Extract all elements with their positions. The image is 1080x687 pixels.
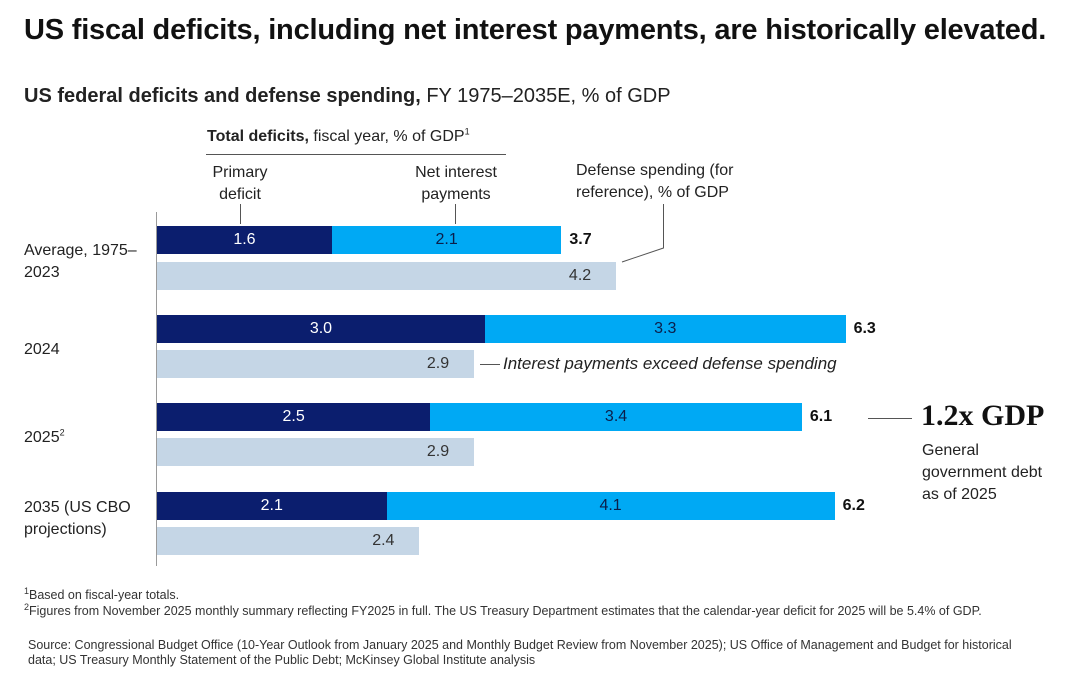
legend-interest-label: Net interest payments <box>415 164 497 203</box>
chart-subtitle: US federal deficits and defense spending… <box>24 85 671 108</box>
footnote-2-sup: 2 <box>24 601 30 612</box>
legend-header-bold: Total deficits, <box>207 128 309 145</box>
total-deficit-label-2025: 6.1 <box>809 408 833 425</box>
footnote-2: 2Figures from November 2025 monthly summ… <box>24 601 1054 619</box>
chart-title: US fiscal deficits, including net intere… <box>24 14 1047 46</box>
legend-defense-leader <box>621 204 664 263</box>
total-deficit-label-2035: 6.2 <box>842 497 865 514</box>
primary-deficit-bar-2024-label: 3.0 <box>309 320 333 337</box>
total-deficit-label-average: 3.7 <box>569 231 592 248</box>
net-interest-bar-2035-label: 4.1 <box>599 497 622 514</box>
total-deficit-label-2024: 6.3 <box>853 320 876 337</box>
footnote-1: 1Based on fiscal-year totals. <box>24 585 1054 603</box>
defense-bar-2035-label: 2.4 <box>372 532 395 549</box>
net-interest-bar-2025-label: 3.4 <box>604 408 628 425</box>
defense-bar-2024 <box>157 350 474 378</box>
defense-bar-2035 <box>157 527 420 555</box>
net-interest-bar-2024-label: 3.3 <box>654 320 677 337</box>
primary-deficit-bar-2025 <box>157 403 431 431</box>
footnote-1-sup: 1 <box>24 585 30 596</box>
interest-exceeds-defense-annotation: Interest payments exceed defense spendin… <box>503 354 837 373</box>
net-interest-bar-average-label: 2.1 <box>435 231 458 248</box>
legend-header: Total deficits, fiscal year, % of GDP1 <box>207 126 470 146</box>
source-note: Source: Congressional Budget Office (10-… <box>28 638 1012 667</box>
defense-bar-2025 <box>157 438 474 466</box>
defense-bar-average <box>157 262 617 290</box>
net-interest-bar-2025 <box>430 403 802 431</box>
legend-defense-label: Defense spending (for reference), % of G… <box>576 162 734 201</box>
defense-bar-2024-label: 2.9 <box>426 355 450 372</box>
row-label-2025-sup: 2 <box>59 427 65 438</box>
primary-deficit-bar-2024 <box>157 315 485 343</box>
primary-deficit-bar-average-label: 1.6 <box>233 231 256 248</box>
subtitle-regular: FY 1975–2035E, % of GDP <box>426 85 671 107</box>
primary-deficit-bar-2025-label: 2.5 <box>282 408 305 425</box>
legend-primary-label: Primary deficit <box>212 164 268 203</box>
footnote-2-text: Figures from November 2025 monthly summa… <box>29 604 982 618</box>
legend-header-regular: fiscal year, % of GDP <box>313 128 465 145</box>
primary-deficit-bar-2035-label: 2.1 <box>260 497 283 514</box>
net-interest-bar-average <box>331 226 562 254</box>
defense-bar-2025-label: 2.9 <box>426 443 450 460</box>
primary-deficit-bar-2035 <box>157 492 387 520</box>
row-label-average: Average, 1975–2023 <box>24 242 137 281</box>
row-label-2035: 2035 (US CBO projections) <box>24 499 131 538</box>
net-interest-bar-2024 <box>484 315 846 343</box>
defense-bar-average-label: 4.2 <box>568 267 592 284</box>
row-label-2024: 2024 <box>24 341 60 358</box>
footnote-1-text: Based on fiscal-year totals. <box>29 588 180 602</box>
row-label-2025-text: 2025 <box>24 429 60 446</box>
debt-to-gdp-value: 1.2x GDP <box>921 399 1045 432</box>
net-interest-bar-2035 <box>386 492 835 520</box>
primary-deficit-bar-average <box>157 226 332 254</box>
debt-note: General government debt as of 2025 <box>922 442 1043 503</box>
row-label-2025: 20252 <box>24 427 154 449</box>
legend-header-sup: 1 <box>464 126 470 137</box>
subtitle-bold: US federal deficits and defense spending… <box>24 85 421 107</box>
